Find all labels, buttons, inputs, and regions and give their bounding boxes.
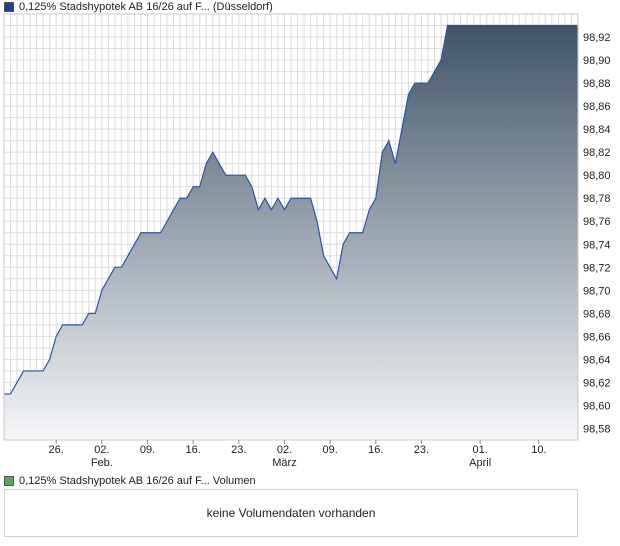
price-chart: Ak98,5898,6098,6298,6498,6698,6898,7098,…	[3, 13, 611, 469]
y-tick-label: 98,92	[583, 32, 611, 44]
x-month-label: März	[272, 457, 296, 469]
price-legend-swatch	[4, 2, 14, 12]
plot-frame	[3, 13, 579, 441]
y-tick-label: 98,72	[583, 262, 611, 274]
y-tick-label: 98,90	[583, 55, 611, 67]
volume-legend: 0,125% Stadshypotek AB 16/26 auf F... Vo…	[4, 474, 256, 488]
y-tick-label: 98,84	[583, 124, 611, 136]
price-legend: 0,125% Stadshypotek AB 16/26 auf F... (D…	[4, 0, 273, 14]
y-tick-label: 98,80	[583, 170, 611, 182]
x-month-label: April	[469, 457, 491, 469]
x-tick-label: 16.	[186, 444, 201, 456]
y-tick-label: 98,64	[583, 354, 611, 366]
volume-panel: keine Volumendaten vorhanden	[4, 489, 578, 537]
x-tick-label: 23.	[414, 444, 429, 456]
series-line	[4, 24, 578, 395]
price-legend-label: 0,125% Stadshypotek AB 16/26 auf F... (D…	[19, 1, 273, 13]
x-tick-label: 09.	[322, 444, 337, 456]
y-tick-label: 98,86	[583, 101, 611, 113]
y-tick-label: 98,62	[583, 377, 611, 389]
y-tick-label: 98,70	[583, 285, 611, 297]
y-tick-label: 98,88	[583, 78, 611, 90]
x-tick-label: 02.	[94, 444, 109, 456]
volume-empty-message: keine Volumendaten vorhanden	[206, 506, 376, 520]
x-tick-label: 26.	[49, 444, 64, 456]
x-tick-label: 01.	[473, 444, 488, 456]
y-tick-label: 98,68	[583, 308, 611, 320]
x-tick-label: 10.	[531, 444, 546, 456]
y-tick-label: 98,82	[583, 147, 611, 159]
x-tick-label: 02.	[277, 444, 292, 456]
y-tick-label: 98,66	[583, 331, 611, 343]
y-tick-label: 98,74	[583, 239, 611, 251]
y-tick-label: 98,78	[583, 193, 611, 205]
volume-legend-label: 0,125% Stadshypotek AB 16/26 auf F... Vo…	[19, 475, 256, 487]
y-tick-label: 98,58	[583, 423, 611, 435]
x-tick-label: 09.	[140, 444, 155, 456]
x-month-label: Feb.	[91, 457, 113, 469]
series-area	[4, 25, 578, 440]
x-tick-label: 23.	[231, 444, 246, 456]
x-tick-label: 16.	[368, 444, 383, 456]
volume-legend-swatch	[4, 476, 14, 486]
y-tick-label: 98,76	[583, 216, 611, 228]
y-tick-label: 98,60	[583, 400, 611, 412]
